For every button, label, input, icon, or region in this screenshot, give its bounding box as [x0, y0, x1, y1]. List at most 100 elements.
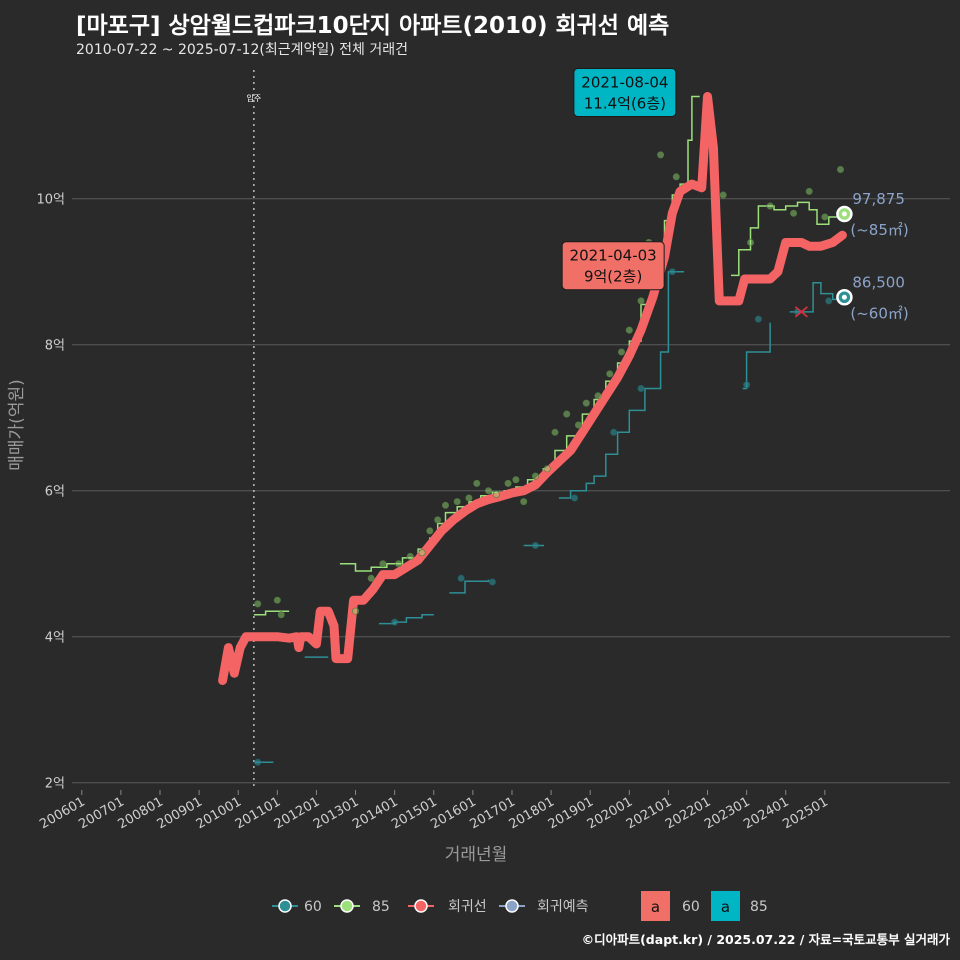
legend-swatch-marker [278, 899, 292, 913]
series-s60 [253, 270, 842, 764]
annotation-box [561, 241, 665, 291]
chart-subtitle: 2010-07-22 ~ 2025-07-12(최근계약일) 전체 거래건 [76, 42, 408, 58]
scatter-point-85 [379, 560, 387, 568]
legend-label: 60 [682, 899, 700, 915]
label-layer: 97,875 (~85㎡) 86,500 (~60㎡) 2021-08-04 11.4억(… [561, 68, 909, 322]
scatter-point-85 [574, 421, 582, 429]
scatter-point-60 [531, 541, 539, 549]
scatter-point-85 [485, 487, 493, 495]
scatter-point-85 [617, 348, 625, 356]
scatter-point-85 [672, 173, 680, 181]
scatter-point-85 [836, 166, 844, 174]
scatter-point-85 [657, 151, 665, 159]
scatter-point-85 [418, 549, 426, 557]
series-regression [218, 92, 847, 685]
scatter-point-85 [492, 490, 500, 498]
annotation-value: 11.4억(6층) [584, 95, 666, 113]
legend-label: 60 [304, 899, 322, 915]
scatter-point-85 [273, 596, 281, 604]
x-axis-title: 거래년월 [445, 845, 508, 865]
scatter-point-85 [520, 498, 528, 506]
source-credit: ©디아파트(dapt.kr) / 2025.07.22 / 자료=국토교통부 실… [581, 932, 950, 947]
scatter-point-60 [754, 315, 762, 323]
end-label-value: 86,500 [852, 273, 905, 291]
grid-layer [72, 70, 950, 790]
scatter-point-85 [406, 552, 414, 560]
scatter-point-85 [531, 472, 539, 480]
end-point-core-s60 [841, 294, 847, 300]
y-tick-label: 8억 [45, 339, 65, 354]
y-axis-title: 매매가(억원) [7, 379, 27, 470]
legend-label: 회귀선 [448, 899, 487, 915]
scatter-point-85 [551, 428, 559, 436]
point-layer [254, 151, 844, 766]
scatter-point-85 [790, 209, 798, 217]
legend-swatch-marker [505, 899, 519, 913]
scatter-point-85 [625, 326, 633, 334]
scatter-point-85 [747, 239, 755, 247]
annotation-date: 2021-04-03 [570, 247, 657, 265]
legend-box-glyph: a [651, 898, 660, 916]
scatter-point-85 [434, 516, 442, 524]
end-label-area: (~85㎡) [850, 221, 908, 239]
move-in-label: 입주 [246, 94, 261, 103]
scatter-point-60 [610, 428, 618, 436]
legend-box-glyph: a [721, 898, 730, 916]
series-layer [218, 92, 847, 764]
y-tick-label: 2억 [45, 777, 65, 792]
series-s85 [253, 95, 842, 616]
scatter-point-60 [391, 618, 399, 626]
end-label-area: (~60㎡) [850, 304, 908, 322]
axis-layer: 2억4억6억8억10억20060120070120080120090120100… [7, 94, 831, 865]
x-tick-label: 202501 [780, 794, 830, 832]
chart-title: [마포구] 상암월드컵파크10단지 아파트(2010) 회귀선 예측 [76, 13, 670, 39]
scatter-point-85 [594, 392, 602, 400]
scatter-point-85 [504, 479, 512, 487]
legend-swatch-box [711, 891, 740, 921]
scatter-point-60 [637, 384, 645, 392]
scatter-point-85 [563, 410, 571, 418]
scatter-point-85 [352, 607, 360, 615]
y-tick-label: 10억 [36, 193, 65, 208]
scatter-point-85 [395, 560, 403, 568]
scatter-point-85 [821, 213, 829, 221]
scatter-point-60 [743, 381, 751, 389]
scatter-point-85 [637, 297, 645, 305]
annotation-value: 9억(2층) [584, 268, 642, 286]
scatter-point-60 [457, 574, 465, 582]
scatter-point-85 [367, 574, 375, 582]
annotation-box [573, 68, 677, 117]
annotation-date: 2021-08-04 [581, 74, 668, 92]
legend-label: 회귀예측 [537, 899, 589, 915]
scatter-point-85 [473, 479, 481, 487]
end-point-core-s85 [841, 211, 847, 217]
scatter-point-85 [543, 465, 551, 473]
legend-label: 85 [372, 899, 390, 915]
scatter-point-85 [719, 191, 727, 199]
forecast-cross-marker [794, 306, 808, 318]
scatter-point-60 [825, 297, 833, 305]
legend-swatch-marker [414, 899, 428, 913]
scatter-point-85 [254, 600, 262, 608]
scatter-point-85 [805, 187, 813, 195]
scatter-point-85 [441, 501, 449, 509]
scatter-point-60 [488, 578, 496, 586]
scatter-point-85 [512, 476, 520, 484]
y-tick-label: 4억 [45, 631, 65, 646]
y-tick-label: 6억 [45, 485, 65, 500]
scatter-point-60 [668, 268, 676, 276]
legend-swatch-box [641, 891, 670, 921]
scatter-point-85 [606, 370, 614, 378]
scatter-point-60 [571, 494, 579, 502]
legend-swatch-marker [340, 899, 354, 913]
scatter-point-60 [254, 758, 262, 766]
scatter-point-85 [453, 498, 461, 506]
scatter-point-85 [277, 611, 285, 619]
scatter-point-85 [426, 527, 434, 535]
legend: 60 85 회귀선 회귀예측 a 60 a 85 [272, 891, 768, 921]
legend-label: 85 [750, 899, 768, 915]
scatter-point-85 [465, 494, 473, 502]
end-label-value: 97,875 [852, 190, 905, 208]
scatter-point-85 [582, 399, 590, 407]
